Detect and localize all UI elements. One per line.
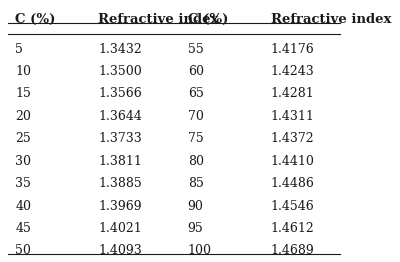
Text: 1.4176: 1.4176: [270, 43, 314, 56]
Text: 1.4612: 1.4612: [270, 222, 314, 235]
Text: 85: 85: [188, 177, 204, 190]
Text: 20: 20: [15, 110, 31, 123]
Text: C (%): C (%): [15, 13, 56, 26]
Text: 1.3566: 1.3566: [98, 88, 142, 100]
Text: 1.4311: 1.4311: [270, 110, 314, 123]
Text: 1.4410: 1.4410: [270, 155, 314, 168]
Text: 1.3811: 1.3811: [98, 155, 142, 168]
Text: 25: 25: [15, 132, 31, 145]
Text: 1.4546: 1.4546: [270, 200, 314, 212]
Text: 1.4281: 1.4281: [270, 88, 314, 100]
Text: 1.4372: 1.4372: [270, 132, 314, 145]
Text: 1.4486: 1.4486: [270, 177, 314, 190]
Text: 1.3733: 1.3733: [98, 132, 142, 145]
Text: 50: 50: [15, 244, 31, 258]
Text: 1.3885: 1.3885: [98, 177, 142, 190]
Text: 80: 80: [188, 155, 204, 168]
Text: 60: 60: [188, 65, 204, 78]
Text: 10: 10: [15, 65, 31, 78]
Text: 45: 45: [15, 222, 31, 235]
Text: 100: 100: [188, 244, 212, 258]
Text: 1.4021: 1.4021: [98, 222, 142, 235]
Text: 75: 75: [188, 132, 204, 145]
Text: 95: 95: [188, 222, 204, 235]
Text: 1.3500: 1.3500: [98, 65, 142, 78]
Text: 1.3432: 1.3432: [98, 43, 142, 56]
Text: 5: 5: [15, 43, 23, 56]
Text: 55: 55: [188, 43, 204, 56]
Text: 65: 65: [188, 88, 204, 100]
Text: 1.3969: 1.3969: [98, 200, 142, 212]
Text: Refractive index: Refractive index: [270, 13, 391, 26]
Text: C (%): C (%): [188, 13, 228, 26]
Text: 30: 30: [15, 155, 31, 168]
Text: 1.4689: 1.4689: [270, 244, 314, 258]
Text: 15: 15: [15, 88, 31, 100]
Text: 1.4243: 1.4243: [270, 65, 314, 78]
Text: 40: 40: [15, 200, 31, 212]
Text: 70: 70: [188, 110, 204, 123]
Text: 1.4093: 1.4093: [98, 244, 142, 258]
Text: 90: 90: [188, 200, 204, 212]
Text: 35: 35: [15, 177, 31, 190]
Text: 1.3644: 1.3644: [98, 110, 142, 123]
Text: Refractive index: Refractive index: [98, 13, 218, 26]
